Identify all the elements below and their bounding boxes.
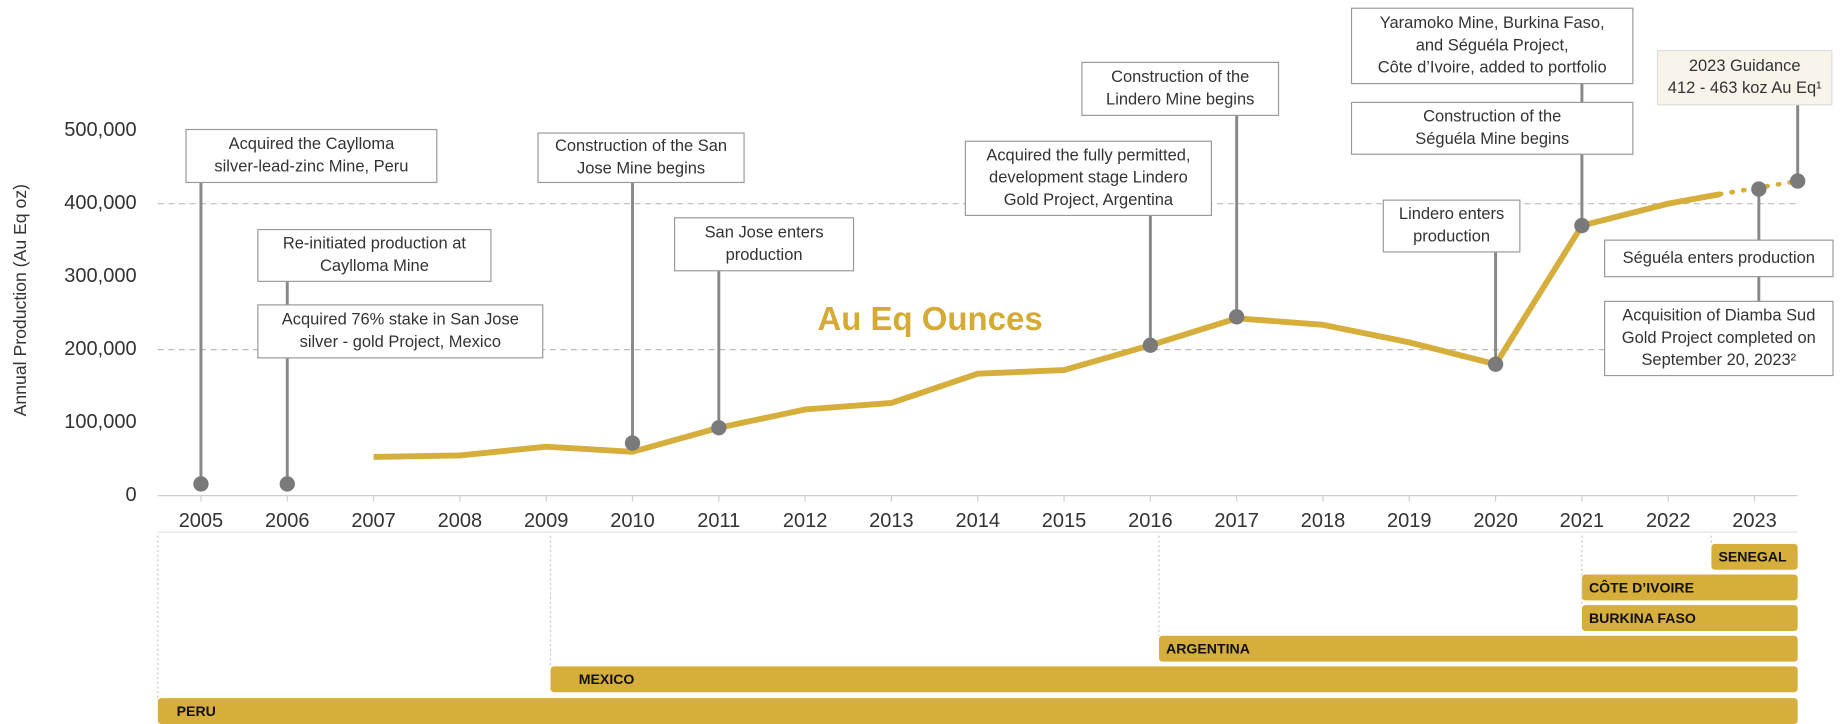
- event-dot: [1142, 337, 1159, 353]
- callout-text: San Jose enters: [705, 223, 824, 241]
- x-tick-label: 2022: [1646, 510, 1691, 532]
- callout-text: Lindero Mine begins: [1106, 90, 1254, 108]
- callout-text: Yaramoko Mine, Burkina Faso,: [1380, 14, 1605, 32]
- x-tick-label: 2011: [697, 510, 740, 532]
- x-tick-label: 2015: [1042, 510, 1087, 532]
- callout-text: Acquired the Caylloma: [229, 135, 396, 153]
- x-tick-label: 2020: [1473, 510, 1518, 532]
- region-bar: [550, 666, 1798, 693]
- callout-text: September 20, 2023²: [1641, 351, 1796, 369]
- callout-text: silver - gold Project, Mexico: [300, 333, 501, 351]
- region-bar: [1581, 605, 1798, 631]
- x-tick-label: 2006: [265, 510, 310, 532]
- region-bar: [1158, 635, 1798, 662]
- callout-text: Séguéla Mine begins: [1415, 130, 1569, 148]
- x-tick-label: 2023: [1732, 510, 1777, 532]
- callout-text: development stage Lindero: [989, 169, 1188, 187]
- callout-text: Jose Mine begins: [577, 159, 705, 177]
- callout-text: Gold Project completed on: [1622, 329, 1816, 347]
- event-dot: [1751, 181, 1767, 197]
- callout-text: 412 - 463 koz Au Eq¹: [1668, 79, 1822, 97]
- region-bar: [1581, 574, 1798, 601]
- y-tick-label: 200,000: [64, 338, 136, 360]
- callout-box: [257, 304, 544, 359]
- region-bar: [1711, 543, 1798, 570]
- region-label: BURKINA FASO: [1589, 610, 1696, 626]
- callout-text: Séguéla enters production: [1623, 249, 1815, 267]
- x-tick-label: 2013: [869, 510, 914, 532]
- callout-box: [537, 132, 745, 184]
- x-tick-label: 2021: [1560, 510, 1605, 532]
- region-label: ARGENTINA: [1166, 641, 1250, 657]
- callout-text: Re-initiated production at: [283, 235, 467, 253]
- x-tick-label: 2019: [1387, 510, 1432, 532]
- x-tick-label: 2018: [1301, 510, 1346, 532]
- x-tick-label: 2017: [1214, 510, 1259, 532]
- callout-text: Lindero enters: [1399, 205, 1504, 223]
- region-label: PERU: [177, 703, 216, 719]
- y-tick-label: 400,000: [64, 192, 136, 214]
- event-dot: [1574, 217, 1590, 234]
- callout-box: [1081, 61, 1280, 116]
- callout-text: Construction of the San: [555, 137, 727, 155]
- region-label: MEXICO: [579, 671, 635, 687]
- chart-title: Au Eq Ounces: [817, 300, 1042, 337]
- event-dot: [279, 476, 295, 492]
- callout-text: Acquired 76% stake in San Jose: [282, 311, 519, 329]
- x-tick-label: 2008: [438, 510, 483, 532]
- callout-box: [1604, 239, 1834, 278]
- y-tick-label: 100,000: [64, 411, 136, 433]
- x-tick-label: 2009: [524, 510, 569, 532]
- series-line: [1717, 178, 1801, 197]
- callout-text: Construction of the: [1111, 68, 1249, 86]
- x-tick-label: 2014: [955, 510, 1000, 532]
- region-bar: [157, 698, 1798, 724]
- callout-box: [964, 140, 1213, 217]
- x-tick-label: 2016: [1128, 510, 1173, 532]
- series-line: [373, 191, 1721, 460]
- callout-box: [1657, 50, 1833, 106]
- region-label: CÔTE D’IVOIRE: [1589, 578, 1694, 595]
- y-axis-label: Annual Production (Au Eq oz): [10, 184, 30, 416]
- callout-text: Côte d’Ivoire, added to portfolio: [1378, 59, 1607, 77]
- x-tick-label: 2010: [610, 510, 655, 532]
- callout-text: 2023 Guidance: [1689, 57, 1801, 75]
- callout-text: production: [726, 246, 803, 264]
- callout-text: Gold Project, Argentina: [1004, 191, 1174, 209]
- callout-box: [185, 128, 438, 184]
- callout-box: [1382, 199, 1521, 253]
- callout-box: [1350, 7, 1634, 85]
- callout-box: [257, 228, 492, 282]
- callout-box: [1604, 300, 1834, 377]
- callout-text: and Séguéla Project,: [1416, 36, 1569, 54]
- event-dot: [1790, 173, 1806, 189]
- event-dot: [1487, 356, 1504, 372]
- x-tick-label: 2012: [783, 510, 828, 532]
- callout-text: silver-lead-zinc Mine, Peru: [214, 158, 408, 176]
- callout-text: production: [1413, 228, 1490, 246]
- y-tick-label: 0: [125, 484, 136, 506]
- y-tick-label: 300,000: [64, 265, 136, 287]
- x-tick-label: 2005: [179, 510, 224, 532]
- callout-box: [1350, 101, 1634, 155]
- callout-text: Acquisition of Diamba Sud: [1622, 306, 1815, 324]
- region-label: SENEGAL: [1718, 549, 1787, 565]
- event-dot: [193, 476, 209, 492]
- event-dot: [711, 420, 727, 436]
- callout-text: Caylloma Mine: [320, 257, 429, 275]
- callout-box: [674, 217, 855, 272]
- x-tick-label: 2007: [351, 510, 396, 532]
- event-dot: [1229, 309, 1245, 325]
- y-tick-label: 500,000: [64, 119, 136, 141]
- callout-text: Acquired the fully permitted,: [986, 146, 1190, 164]
- callout-text: Construction of the: [1423, 107, 1561, 125]
- event-dot: [624, 435, 641, 451]
